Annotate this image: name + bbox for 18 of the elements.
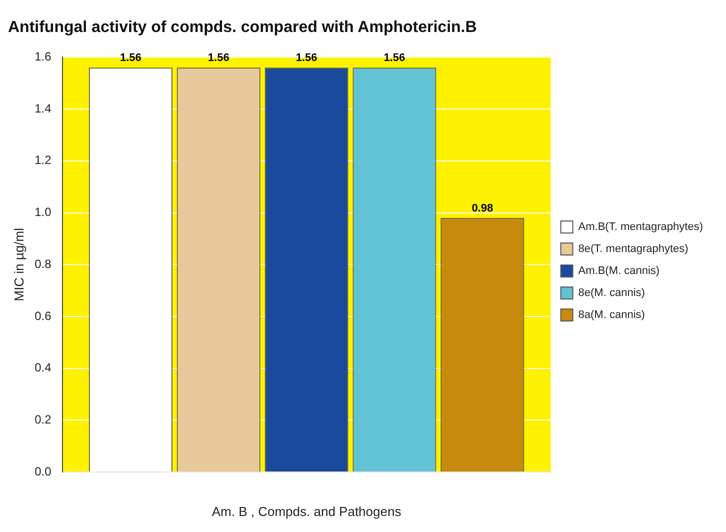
y-tick-label: 1.6 bbox=[34, 50, 52, 64]
y-tick-label: 1.0 bbox=[34, 205, 52, 220]
chart-title: Antifungal activity of compds. compared with Amphotericin.B bbox=[8, 19, 477, 36]
y-tick-label: 1.4 bbox=[34, 101, 52, 116]
y-axis-title: MIC in µg/ml bbox=[11, 228, 26, 302]
data-label: 0.98 bbox=[472, 202, 494, 214]
y-tick-label: 0.4 bbox=[34, 360, 52, 375]
x-axis-title: Am. B , Compds. and Pathogens bbox=[212, 504, 402, 519]
y-tick-label: 0.8 bbox=[34, 256, 52, 271]
legend-label: 8e(T. mentagraphytes) bbox=[578, 243, 688, 256]
legend-label: 8e(M. cannis) bbox=[578, 287, 645, 300]
y-tick-label: 0.6 bbox=[34, 308, 52, 323]
legend-label: Am.B(M. cannis) bbox=[578, 265, 660, 278]
y-tick-label: 0.0 bbox=[34, 464, 52, 478]
legend-label: Am.B(T. mentagraphytes) bbox=[578, 221, 704, 234]
legend-label: 8a(M. cannis) bbox=[578, 309, 645, 322]
y-tick-label: 1.2 bbox=[34, 153, 52, 168]
y-tick-label: 0.2 bbox=[34, 412, 52, 426]
